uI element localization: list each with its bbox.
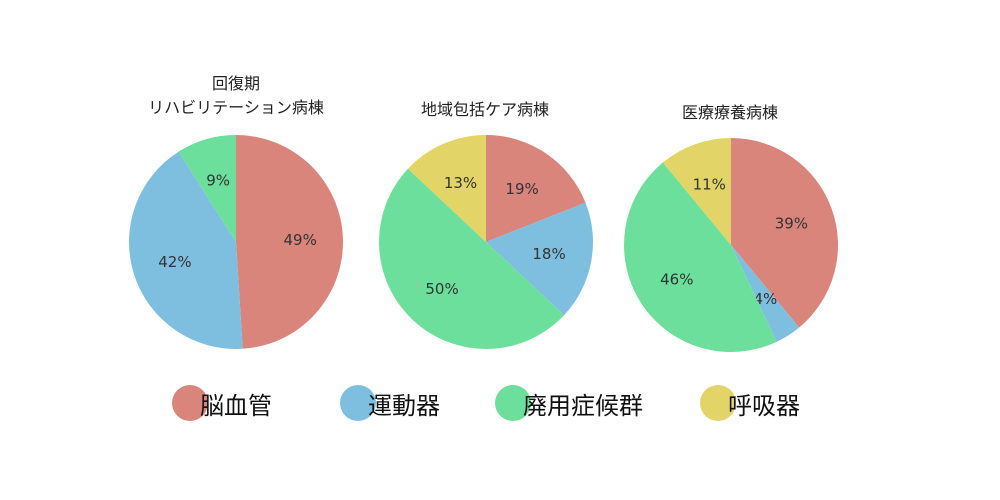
slice-data-label: 42% [158, 253, 191, 271]
legend-item-haiyo: 廃用症候群 [495, 380, 643, 426]
slice-data-label: 46% [660, 270, 693, 288]
legend-item-kokyuki: 呼吸器 [700, 380, 800, 426]
legend-swatch [700, 385, 736, 421]
legend: 脳血管 運動器 廃用症候群 呼吸器 [0, 380, 1000, 426]
pie-slice [486, 202, 594, 316]
slice-data-label: 11% [693, 176, 726, 194]
legend-label: 呼吸器 [728, 391, 800, 420]
slice-data-label: 13% [444, 174, 477, 192]
pie-slice [128, 151, 243, 349]
slice-data-label: 49% [283, 231, 316, 249]
pie-slice [236, 135, 343, 349]
pie-slice [662, 138, 731, 245]
legend-label: 廃用症候群 [523, 391, 643, 420]
legend-swatch [340, 385, 376, 421]
chart-title-kaifukuki: 回復期 リハビリテーション病棟 [86, 72, 386, 120]
chart-title-iryo: 医療療養病棟 [580, 101, 880, 125]
chart-title-line-1: 回復期 [211, 74, 260, 93]
legend-swatch [495, 385, 531, 421]
legend-label: 脳血管 [200, 391, 272, 420]
pie-slice [486, 135, 586, 242]
legend-label: 運動器 [368, 391, 440, 420]
chart-title-chiiki: 地域包括ケア病棟 [335, 98, 635, 122]
slice-data-label: 50% [425, 280, 458, 298]
legend-item-nokekkan: 脳血管 [172, 380, 272, 426]
slice-data-label: 4% [754, 290, 778, 308]
chart-title-line-1: 医療療養病棟 [681, 103, 778, 122]
legend-swatch [172, 385, 208, 421]
pie-slice [731, 138, 838, 328]
pie-slice [623, 162, 777, 352]
chart-title-line-2: リハビリテーション病棟 [148, 98, 324, 117]
slice-data-label: 39% [775, 214, 808, 232]
pie-slice [379, 168, 564, 349]
slice-data-label: 9% [206, 171, 230, 189]
pie-slice [731, 245, 800, 342]
pie-slice [408, 135, 486, 242]
chart-title-line-1: 地域包括ケア病棟 [420, 100, 549, 119]
slice-data-label: 18% [532, 245, 565, 263]
pie-slice [178, 135, 236, 242]
slice-data-label: 19% [505, 180, 538, 198]
pie-charts: 49% 42% 9% 19% 18% 50% 13% 39% 4% 46% 11% [128, 135, 838, 352]
legend-item-undoki: 運動器 [340, 380, 440, 426]
